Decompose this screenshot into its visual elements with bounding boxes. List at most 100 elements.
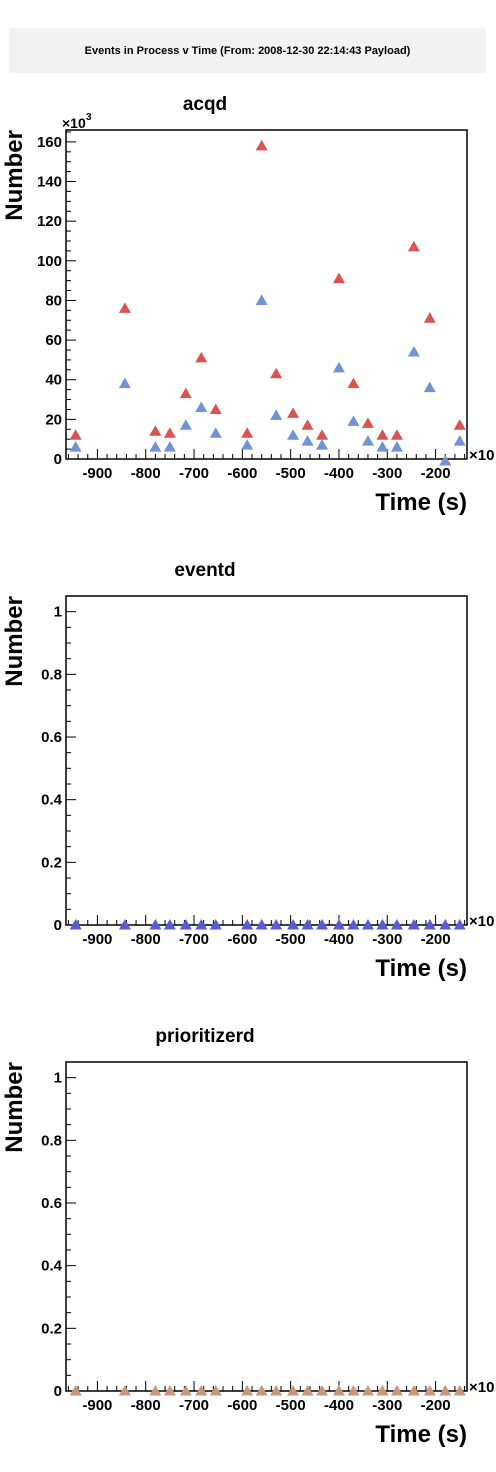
data-point-series-0 <box>376 1385 389 1396</box>
data-point-series-1 <box>316 439 329 450</box>
data-point-series-0 <box>453 419 466 430</box>
y-tick-label: 100 <box>37 253 62 270</box>
data-point-series-1 <box>390 441 403 452</box>
x-tick-label: -300 <box>372 465 402 482</box>
data-point-series-0 <box>407 240 420 252</box>
data-point-series-0 <box>209 1385 222 1396</box>
data-point-series-1 <box>361 435 374 446</box>
y-axis-label: Number <box>1 130 28 221</box>
data-point-series-0 <box>439 919 452 930</box>
data-point-series-0 <box>149 919 162 930</box>
y-multiplier-exponent: 3 <box>86 112 92 123</box>
x-tick-label: -400 <box>324 465 354 482</box>
x-tick-label: -800 <box>131 931 161 948</box>
x-axis-label: Time (s) <box>375 955 467 982</box>
y-tick-label: 0 <box>54 1383 62 1400</box>
x-tick-label: -700 <box>179 465 209 482</box>
data-point-series-1 <box>332 361 345 373</box>
data-point-series-0 <box>376 429 389 440</box>
data-point-series-0 <box>316 1385 329 1396</box>
x-tick-label: -700 <box>179 931 209 948</box>
data-point-series-1 <box>255 294 268 305</box>
data-point-series-0 <box>423 312 436 323</box>
header-bar: Events in Process v Time (From: 2008-12-… <box>9 28 486 73</box>
data-point-series-0 <box>361 1385 374 1396</box>
data-point-series-0 <box>270 1385 283 1396</box>
data-point-series-0 <box>195 919 208 930</box>
data-point-series-0 <box>195 351 208 363</box>
y-axis-label: Number <box>1 596 28 687</box>
data-point-series-0 <box>390 1385 403 1396</box>
data-point-series-0 <box>361 417 374 428</box>
data-point-series-0 <box>407 919 420 930</box>
y-tick-label: 1 <box>54 1070 62 1087</box>
data-point-series-0 <box>241 919 254 930</box>
data-point-series-1 <box>453 435 466 446</box>
y-tick-label: 60 <box>45 332 62 349</box>
data-point-series-1 <box>301 435 314 446</box>
plot-frame <box>65 595 468 926</box>
data-point-series-1 <box>347 415 360 426</box>
x-tick-label: -600 <box>227 931 257 948</box>
data-point-series-0 <box>347 1385 360 1396</box>
data-point-series-1 <box>118 377 131 389</box>
data-point-series-0 <box>316 919 329 930</box>
x-tick-label: -900 <box>82 465 112 482</box>
plot-frame <box>65 129 468 460</box>
x-tick-label: -700 <box>179 1397 209 1414</box>
data-point-series-0 <box>376 919 389 930</box>
y-tick-label: 0.4 <box>41 1258 63 1275</box>
data-point-series-0 <box>361 919 374 930</box>
data-point-series-0 <box>163 427 176 438</box>
data-point-series-0 <box>347 377 360 389</box>
data-point-series-0 <box>287 1385 300 1396</box>
data-point-series-0 <box>332 272 345 284</box>
data-point-series-1 <box>241 439 254 450</box>
data-point-series-0 <box>118 1385 131 1396</box>
data-point-series-0 <box>270 919 283 930</box>
y-tick-label: 0 <box>54 451 62 468</box>
x-tick-label: -200 <box>421 465 451 482</box>
x-multiplier-label: ×10 <box>469 447 494 464</box>
data-point-series-0 <box>287 407 300 418</box>
y-tick-label: 0.6 <box>41 1195 62 1212</box>
data-point-series-0 <box>149 425 162 436</box>
data-point-series-1 <box>149 441 162 452</box>
y-tick-label: 0.8 <box>41 666 62 683</box>
x-tick-label: -200 <box>421 1397 451 1414</box>
data-point-series-0 <box>118 919 131 930</box>
y-tick-label: 160 <box>37 134 62 151</box>
data-point-series-0 <box>241 427 254 438</box>
data-point-series-1 <box>376 441 389 452</box>
y-tick-label: 0.4 <box>41 792 63 809</box>
data-point-series-0 <box>69 429 82 440</box>
data-point-series-0 <box>316 429 329 440</box>
data-point-series-0 <box>118 302 131 313</box>
data-point-series-1 <box>439 454 452 466</box>
x-multiplier-label: ×10 <box>469 1379 494 1396</box>
data-point-series-0 <box>453 919 466 930</box>
x-tick-label: -900 <box>82 1397 112 1414</box>
data-point-series-1 <box>179 419 192 430</box>
chart-acqd: acqd 0 20 40 60 80 100 120 140 160 -900 -800 -700 -60… <box>1 94 494 516</box>
data-point-series-0 <box>301 1385 314 1396</box>
x-tick-label: -200 <box>421 931 451 948</box>
chart-title: prioritizerd <box>155 1026 254 1047</box>
data-point-series-0 <box>301 919 314 930</box>
data-point-series-0 <box>423 1385 436 1396</box>
data-point-series-0 <box>453 1385 466 1396</box>
x-tick-label: -400 <box>324 931 354 948</box>
x-axis-label: Time (s) <box>375 489 467 516</box>
y-tick-label: 120 <box>37 213 62 230</box>
data-point-series-0 <box>270 367 283 379</box>
data-point-series-0 <box>423 919 436 930</box>
y-axis-label: Number <box>1 1062 28 1153</box>
chart-eventd: eventd 0 0.2 0.4 0.6 0.8 1 -900 -800 -700 -600 -500… <box>1 560 494 982</box>
data-point-series-0 <box>195 1385 208 1396</box>
header-title: Events in Process v Time (From: 2008-12-… <box>84 44 411 57</box>
data-point-series-0 <box>149 1385 162 1396</box>
data-point-series-1 <box>209 427 222 438</box>
y-tick-label: 0 <box>54 917 62 934</box>
data-point-series-0 <box>332 1385 345 1396</box>
y-tick-label: 0.6 <box>41 729 62 746</box>
